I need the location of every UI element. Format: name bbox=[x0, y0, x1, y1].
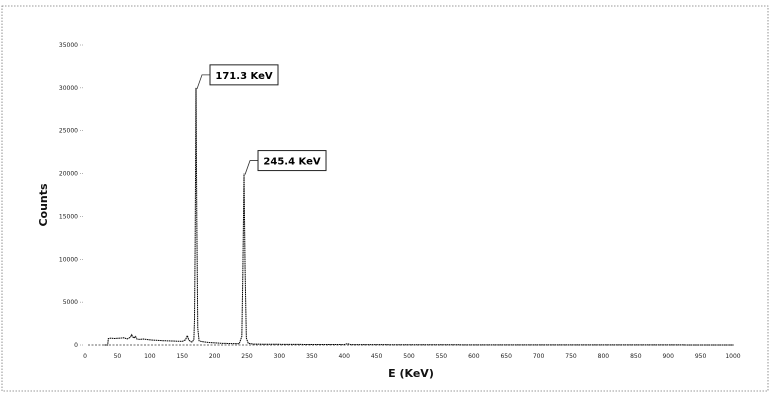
x-axis-ticks: 0 50 100 150 200 250 300 350 400 450 500 550 600 650 7… bbox=[83, 353, 741, 360]
y-tick-label: 20000 bbox=[59, 171, 78, 178]
callout-box bbox=[257, 150, 327, 172]
x-tick-label: 950 bbox=[695, 353, 707, 360]
x-tick-label: 550 bbox=[436, 353, 448, 360]
x-tick-label: 350 bbox=[306, 353, 318, 360]
y-tick-label: 15000 bbox=[59, 213, 78, 220]
x-tick-label: 400 bbox=[338, 353, 350, 360]
x-tick-label: 50 bbox=[114, 353, 122, 360]
x-tick-label: 800 bbox=[598, 353, 610, 360]
x-tick-label: 900 bbox=[662, 353, 674, 360]
x-tick-label: 650 bbox=[500, 353, 512, 360]
y-tick-label: 0 bbox=[74, 342, 78, 349]
callout-leader-line bbox=[196, 74, 211, 89]
x-tick-label: 150 bbox=[176, 353, 188, 360]
x-tick-label: 300 bbox=[274, 353, 286, 360]
x-tick-label: 0 bbox=[83, 353, 87, 360]
chart-border bbox=[1, 5, 769, 392]
x-tick-label: 850 bbox=[630, 353, 642, 360]
y-axis-ticks: 0 5000 10000 15000 20000 25000 30000 35000 bbox=[59, 42, 83, 349]
annotation-layer: 171.3 KeV 245.4 KeV bbox=[196, 64, 327, 175]
y-tick-label: 10000 bbox=[59, 256, 78, 263]
callout-leader-line bbox=[244, 160, 259, 175]
callout-label: 171.3 KeV bbox=[215, 71, 272, 82]
x-tick-label: 200 bbox=[209, 353, 221, 360]
x-tick-label: 250 bbox=[241, 353, 253, 360]
x-tick-label: 600 bbox=[468, 353, 480, 360]
series-layer bbox=[104, 87, 734, 346]
callout-label: 245.4 KeV bbox=[263, 157, 320, 168]
peak-callout: 245.4 KeV bbox=[244, 150, 327, 175]
x-tick-label: 100 bbox=[144, 353, 156, 360]
y-tick-label: 25000 bbox=[59, 128, 78, 135]
y-tick-label: 30000 bbox=[59, 85, 78, 92]
x-tick-label: 1000 bbox=[725, 353, 740, 360]
series-line bbox=[104, 87, 734, 346]
x-tick-label: 450 bbox=[371, 353, 383, 360]
peak-callout: 171.3 KeV bbox=[196, 64, 279, 89]
y-axis-title: Counts bbox=[37, 183, 50, 227]
x-axis-title: E (KeV) bbox=[388, 367, 434, 380]
y-tick-label: 5000 bbox=[63, 299, 78, 306]
x-tick-label: 700 bbox=[533, 353, 545, 360]
x-tick-label: 750 bbox=[565, 353, 577, 360]
callout-box bbox=[209, 64, 279, 86]
y-tick-label: 35000 bbox=[59, 42, 78, 49]
x-tick-label: 500 bbox=[403, 353, 415, 360]
